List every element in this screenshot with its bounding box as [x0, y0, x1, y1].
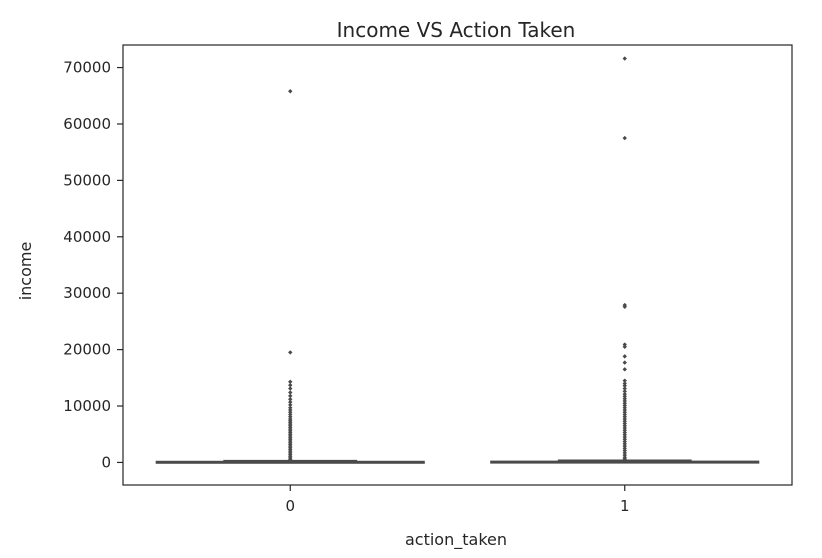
y-tick-label: 20000: [63, 341, 111, 359]
outlier-point: [622, 419, 627, 424]
outlier-point: [622, 410, 627, 415]
outlier-point: [622, 432, 627, 437]
outlier-point: [288, 379, 293, 384]
outlier-point: [622, 452, 627, 458]
outlier-point: [622, 381, 627, 386]
outlier-point: [622, 412, 627, 417]
outlier-point: [622, 386, 627, 391]
outlier-point: [622, 457, 627, 463]
outlier-point: [622, 437, 627, 442]
outlier-point: [622, 423, 627, 428]
outlier-point: [622, 441, 627, 447]
y-tick-label: 60000: [63, 115, 111, 133]
outlier-point: [622, 398, 627, 404]
outlier-point: [622, 416, 627, 422]
y-tick-label: 30000: [63, 284, 111, 302]
chart-title: Income VS Action Taken: [337, 18, 576, 42]
outlier-point: [622, 360, 627, 365]
outlier-point: [288, 414, 293, 419]
y-tick-label: 10000: [63, 397, 111, 415]
outlier-point: [288, 350, 293, 355]
y-tick-label: 70000: [63, 59, 111, 77]
outlier-point: [622, 135, 627, 141]
outlier-point: [288, 457, 293, 463]
x-axis-title: action_taken: [405, 530, 507, 550]
outlier-point: [288, 393, 293, 399]
plot-frame: [122, 44, 793, 486]
outlier-point: [622, 405, 627, 410]
outlier-point: [622, 391, 627, 397]
outlier-point: [622, 304, 627, 309]
outlier-point: [288, 405, 293, 410]
outlier-point: [622, 389, 627, 394]
y-tick-label: 40000: [63, 228, 111, 246]
outlier-point: [288, 386, 293, 391]
outlier-point: [622, 446, 627, 451]
outlier-point: [622, 448, 627, 453]
box-group-1: [490, 56, 760, 464]
box-series: [155, 56, 760, 464]
outlier-point: [622, 403, 627, 408]
x-tick-label: 0: [285, 497, 295, 515]
outlier-point: [288, 402, 293, 408]
outlier-point: [622, 367, 627, 372]
box-group-0: [155, 89, 425, 464]
y-axis-title: income: [16, 242, 35, 301]
y-axis: 0 10000 20000 30000 40000 50000 60000 70000: [63, 59, 123, 471]
y-tick-label: 50000: [63, 171, 111, 189]
outlier-point: [622, 394, 627, 399]
outlier-point: [622, 383, 627, 388]
outlier-point: [288, 390, 293, 395]
outlier-point: [288, 399, 293, 405]
outlier-point: [622, 430, 627, 435]
outlier-point: [622, 407, 627, 413]
outlier-point: [622, 378, 627, 383]
outlier-point: [622, 414, 627, 419]
outlier-point: [622, 56, 627, 61]
outlier-point: [622, 354, 627, 359]
outlier-point: [288, 397, 293, 402]
outlier-point: [622, 421, 627, 426]
outlier-point: [622, 439, 627, 444]
outlier-point: [622, 450, 627, 456]
outlier-point: [288, 412, 293, 417]
outlier-point: [622, 344, 627, 349]
outlier-point: [622, 425, 627, 431]
outlier-point: [622, 428, 627, 433]
outlier-point: [622, 396, 627, 401]
outlier-point: [288, 410, 293, 415]
outlier-point: [622, 401, 627, 406]
outlier-point: [288, 382, 293, 388]
outlier-point: [288, 407, 293, 413]
outlier-point: [288, 89, 293, 94]
outlier-point: [622, 342, 627, 347]
outlier-point: [622, 434, 627, 440]
x-tick-label: 1: [620, 497, 630, 515]
outlier-point: [622, 443, 627, 449]
y-tick-label: 0: [101, 453, 111, 471]
